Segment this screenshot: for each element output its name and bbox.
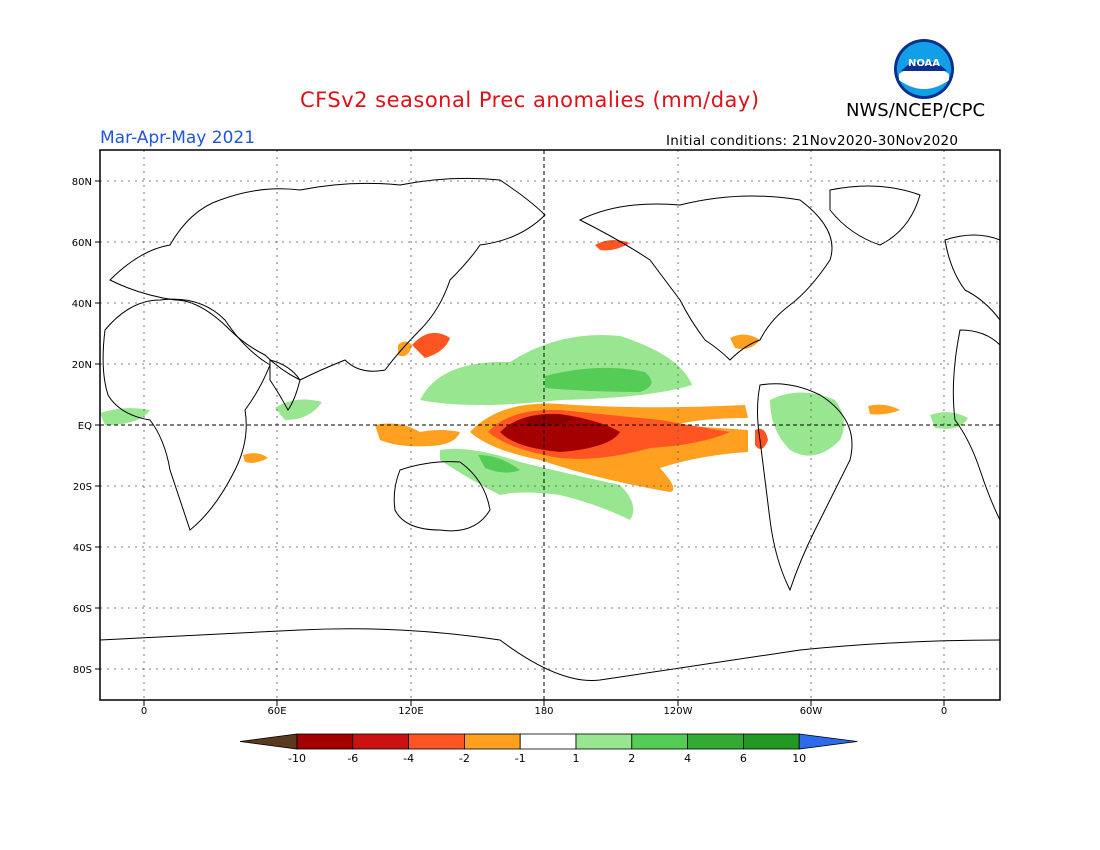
anomaly-negative-peru: [755, 428, 768, 449]
graticule: [100, 150, 1000, 700]
coastlines: [99, 177, 1001, 681]
anomaly-negative-maritime: [375, 423, 460, 447]
coast-north-america: [578, 195, 833, 361]
lat-label: 80N: [72, 177, 92, 188]
colorbar-right-arrow: [798, 733, 858, 750]
colorbar-label: 10: [792, 752, 806, 765]
anomaly-negative-gulf: [730, 334, 760, 349]
latitude-labels: 80N 60N 40N 20N EQ 20S 40S 60S 80S: [72, 177, 100, 676]
lat-label: 40N: [72, 299, 92, 310]
anomaly-negative-africa: [243, 453, 268, 463]
coast-eurasia: [109, 177, 546, 381]
agency-label: NWS/NCEP/CPC: [846, 100, 986, 121]
anomaly-negative-east-asia: [412, 332, 450, 358]
anomaly-shading: [100, 239, 968, 520]
colorbar-swatch: [631, 733, 688, 750]
colorbar-label: -1: [515, 752, 526, 765]
anomaly-weak-negative-east-asia: [398, 341, 412, 357]
anomaly-negative-south-atlantic: [868, 404, 900, 415]
lon-label: 60E: [267, 706, 286, 717]
colorbar-swatch: [463, 733, 521, 750]
coast-south-america: [757, 383, 853, 592]
lat-label: EQ: [78, 421, 92, 432]
lat-label: 80S: [73, 665, 92, 676]
colorbar-swatch: [519, 733, 577, 750]
coast-africa-east: [952, 329, 1001, 521]
colorbar-left-arrow: [239, 733, 298, 750]
lat-label: 60N: [72, 238, 92, 249]
coast-greenland: [829, 185, 921, 246]
coast-australia: [393, 461, 491, 532]
logo-text: NOAA: [908, 58, 940, 69]
lon-label: 120E: [398, 706, 423, 717]
colorbar-label: 1: [573, 752, 580, 765]
coast-europe-east: [944, 234, 1001, 322]
initial-conditions-label: Initial conditions: 21Nov2020-30Nov2020: [666, 133, 959, 149]
colorbar: -10 -6 -4 -2 -1 1 2 4 6 10: [239, 733, 858, 765]
colorbar-swatch: [575, 733, 633, 750]
coast-antarctica: [99, 628, 1001, 681]
lon-label: 0: [141, 706, 147, 717]
season-label: Mar-Apr-May 2021: [100, 128, 256, 148]
colorbar-label: 4: [684, 752, 691, 765]
coast-india: [269, 359, 301, 411]
anomaly-positive-north-pacific: [420, 335, 692, 405]
colorbar-label: -4: [403, 752, 414, 765]
lat-label: 20S: [73, 482, 92, 493]
anomaly-negative-alaska: [595, 239, 630, 251]
lon-label: 120W: [664, 706, 693, 717]
longitude-labels: 0 60E 120E 180 120W 60W 0: [141, 700, 947, 717]
lat-label: 20N: [72, 360, 92, 371]
colorbar-swatch: [408, 733, 465, 750]
anomaly-positive-south-pacific-core: [478, 455, 520, 473]
colorbar-label: 6: [740, 752, 747, 765]
noaa-logo: NOAA: [894, 39, 954, 99]
anomaly-positive-north-pacific-core: [545, 367, 652, 392]
lat-label: 60S: [73, 604, 92, 615]
colorbar-label: -2: [459, 752, 470, 765]
colorbar-label: -10: [288, 752, 306, 765]
anomaly-positive-atlantic-west: [100, 408, 150, 425]
anomaly-positive-indian-ocean: [275, 399, 322, 420]
colorbar-swatch: [687, 733, 744, 750]
colorbar-swatch: [743, 733, 800, 750]
lon-label: 0: [941, 706, 947, 717]
colorbar-swatch: [352, 733, 409, 750]
chart-title: CFSv2 seasonal Prec anomalies (mm/day): [300, 88, 760, 112]
colorbar-label: -6: [347, 752, 358, 765]
colorbar-label: 2: [628, 752, 635, 765]
coast-africa: [102, 298, 271, 531]
lon-label: 180: [534, 706, 553, 717]
lat-label: 40S: [73, 543, 92, 554]
colorbar-swatch: [296, 733, 354, 750]
anomaly-extreme-negative-central-pacific: [525, 414, 575, 427]
lon-label: 60W: [800, 706, 823, 717]
anomaly-positive-south-america: [770, 392, 844, 456]
anomaly-positive-atlantic-east: [930, 412, 968, 429]
